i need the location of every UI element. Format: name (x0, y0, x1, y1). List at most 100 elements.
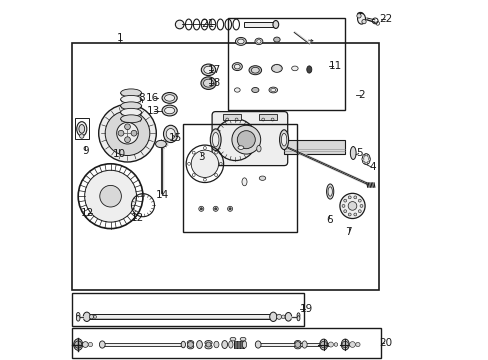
Ellipse shape (296, 316, 299, 321)
Ellipse shape (121, 102, 141, 110)
Ellipse shape (230, 337, 235, 341)
Text: 17: 17 (207, 65, 221, 75)
Ellipse shape (83, 312, 90, 321)
Ellipse shape (326, 184, 333, 199)
Ellipse shape (362, 154, 369, 165)
Ellipse shape (242, 341, 246, 348)
Circle shape (117, 122, 138, 144)
Circle shape (131, 130, 137, 136)
Ellipse shape (121, 115, 141, 123)
Circle shape (105, 111, 149, 156)
Text: 2: 2 (357, 90, 364, 100)
Circle shape (343, 210, 346, 213)
Ellipse shape (164, 107, 174, 114)
Bar (258, 114, 276, 120)
Circle shape (124, 137, 130, 143)
Circle shape (356, 14, 361, 18)
Circle shape (200, 208, 202, 210)
Circle shape (214, 208, 216, 210)
Text: 10: 10 (112, 149, 125, 159)
Ellipse shape (77, 122, 87, 136)
Circle shape (75, 341, 81, 348)
Ellipse shape (237, 39, 244, 44)
Ellipse shape (327, 187, 332, 196)
Ellipse shape (291, 66, 298, 71)
Circle shape (362, 155, 364, 157)
Ellipse shape (259, 176, 265, 180)
Text: 12: 12 (81, 208, 94, 218)
Text: 5: 5 (356, 148, 362, 158)
Text: 1: 1 (117, 33, 123, 43)
Circle shape (342, 204, 344, 207)
Circle shape (342, 341, 348, 348)
Bar (89, 314, 270, 319)
Circle shape (294, 342, 300, 347)
Ellipse shape (279, 130, 288, 150)
Circle shape (205, 342, 211, 347)
Ellipse shape (210, 129, 221, 150)
Ellipse shape (234, 64, 240, 69)
Text: 6: 6 (325, 215, 332, 225)
Text: 20: 20 (378, 338, 391, 348)
Circle shape (359, 204, 362, 207)
Ellipse shape (196, 341, 202, 348)
Circle shape (355, 342, 359, 347)
Circle shape (227, 206, 232, 211)
Text: 18: 18 (207, 78, 221, 88)
Circle shape (89, 315, 94, 319)
Circle shape (358, 199, 361, 202)
Bar (233, 341, 244, 348)
Ellipse shape (203, 79, 213, 87)
Circle shape (353, 196, 356, 199)
Circle shape (361, 19, 366, 24)
Circle shape (80, 134, 84, 138)
Ellipse shape (235, 37, 246, 45)
Circle shape (365, 162, 366, 165)
Ellipse shape (201, 64, 215, 76)
Ellipse shape (294, 345, 301, 349)
Ellipse shape (256, 145, 261, 152)
Bar (183, 124, 296, 232)
Circle shape (84, 170, 136, 222)
Ellipse shape (285, 312, 291, 321)
Circle shape (187, 342, 193, 347)
Ellipse shape (357, 13, 365, 24)
Ellipse shape (164, 95, 174, 101)
Ellipse shape (240, 337, 245, 341)
Circle shape (228, 208, 231, 210)
Ellipse shape (201, 77, 216, 90)
Bar (103, 343, 181, 346)
Ellipse shape (232, 63, 242, 71)
Circle shape (347, 213, 350, 216)
Circle shape (118, 130, 123, 136)
Circle shape (347, 202, 356, 210)
Text: 7: 7 (345, 227, 351, 237)
Ellipse shape (294, 341, 301, 345)
Bar (284, 140, 345, 154)
Ellipse shape (212, 132, 219, 147)
Ellipse shape (187, 341, 193, 345)
Ellipse shape (228, 341, 232, 348)
Ellipse shape (121, 95, 141, 103)
Ellipse shape (121, 89, 141, 97)
Ellipse shape (281, 133, 286, 146)
Ellipse shape (234, 88, 240, 92)
Ellipse shape (255, 341, 261, 348)
Ellipse shape (76, 315, 80, 321)
Circle shape (362, 161, 364, 163)
Circle shape (281, 315, 285, 319)
Ellipse shape (162, 93, 177, 103)
Circle shape (175, 20, 183, 29)
Ellipse shape (166, 129, 175, 139)
Circle shape (367, 158, 370, 160)
Circle shape (343, 199, 346, 202)
Ellipse shape (271, 64, 282, 72)
Circle shape (88, 342, 92, 347)
Ellipse shape (254, 38, 263, 45)
Text: 22: 22 (379, 14, 392, 24)
Text: 9: 9 (82, 146, 88, 156)
Text: 19: 19 (299, 304, 312, 314)
Circle shape (191, 150, 218, 177)
Text: 15: 15 (168, 132, 182, 143)
Ellipse shape (99, 341, 105, 348)
